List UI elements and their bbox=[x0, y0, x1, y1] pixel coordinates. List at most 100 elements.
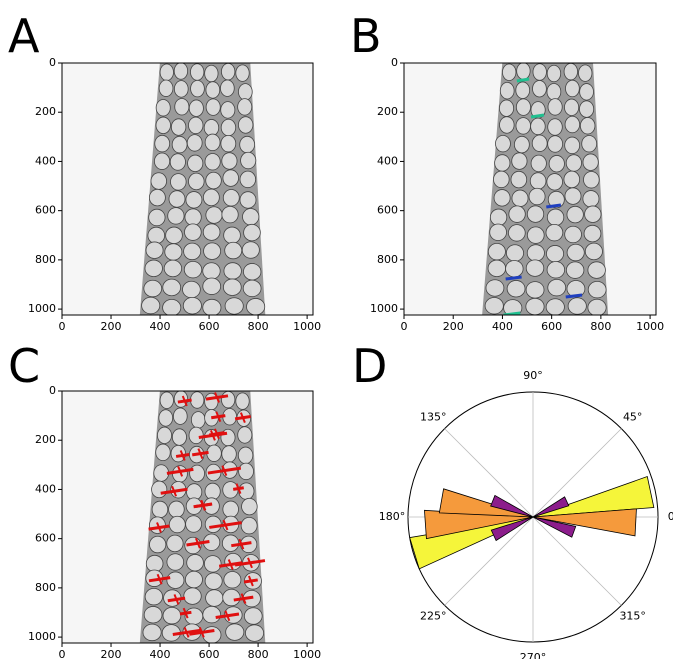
cell bbox=[185, 515, 203, 533]
cell bbox=[530, 154, 547, 173]
orientation-marker bbox=[156, 522, 162, 533]
cell bbox=[166, 553, 185, 571]
y-tick-label: 1000 bbox=[28, 302, 56, 315]
cell bbox=[489, 223, 507, 241]
cell bbox=[224, 552, 242, 571]
cell bbox=[547, 118, 563, 136]
angle-grid-line bbox=[444, 516, 534, 606]
cell bbox=[143, 606, 163, 624]
cell bbox=[164, 243, 183, 261]
cell bbox=[222, 588, 241, 607]
cell bbox=[202, 262, 221, 280]
cell bbox=[515, 98, 531, 116]
cell bbox=[202, 188, 220, 207]
cell bbox=[579, 83, 594, 101]
segment bbox=[565, 293, 583, 299]
micrograph bbox=[62, 63, 313, 315]
cell bbox=[237, 116, 254, 134]
cell bbox=[243, 223, 261, 242]
cell bbox=[184, 223, 202, 241]
x-tick-label: 1000 bbox=[293, 648, 321, 659]
orientation-marker bbox=[183, 627, 190, 638]
cell bbox=[221, 534, 240, 552]
y-tick-label: 600 bbox=[35, 532, 56, 545]
x-tick-label: 800 bbox=[248, 648, 269, 659]
cell bbox=[499, 116, 515, 134]
cell bbox=[168, 515, 186, 534]
axes-frame bbox=[61, 390, 314, 644]
cell bbox=[220, 101, 236, 119]
cell bbox=[566, 243, 585, 262]
cell bbox=[155, 116, 171, 135]
cell bbox=[564, 136, 581, 155]
cell bbox=[240, 516, 258, 535]
y-tick-label: 200 bbox=[35, 105, 56, 118]
cell bbox=[584, 242, 603, 261]
cell bbox=[142, 623, 162, 642]
cell bbox=[546, 208, 565, 227]
cell bbox=[145, 241, 164, 259]
cell bbox=[526, 205, 545, 223]
cell bbox=[510, 170, 528, 189]
rose-bar bbox=[532, 508, 637, 537]
orientation-marker bbox=[222, 519, 229, 531]
cell bbox=[224, 241, 243, 260]
cell bbox=[148, 208, 166, 227]
cell bbox=[221, 445, 237, 463]
cell bbox=[172, 407, 188, 425]
angle-grid-line bbox=[532, 516, 622, 606]
cell bbox=[546, 83, 562, 101]
cell bbox=[162, 606, 182, 625]
segment bbox=[516, 77, 530, 83]
cell bbox=[587, 298, 607, 315]
cell bbox=[168, 190, 186, 208]
x-tick-label: 0 bbox=[401, 320, 408, 333]
cell bbox=[170, 118, 187, 136]
cell bbox=[222, 169, 239, 187]
panel-letter: C bbox=[8, 339, 40, 393]
cell bbox=[546, 261, 566, 279]
x-tick-label: 600 bbox=[199, 648, 220, 659]
cell bbox=[204, 133, 221, 152]
cell bbox=[499, 99, 515, 117]
segment bbox=[505, 275, 522, 281]
cell bbox=[203, 242, 222, 260]
cell bbox=[241, 497, 258, 516]
x-tick-label: 200 bbox=[101, 648, 122, 659]
y-tick-label: 600 bbox=[35, 204, 56, 217]
panel-letter: B bbox=[350, 9, 382, 63]
x-tick-label: 800 bbox=[590, 320, 611, 333]
cell bbox=[190, 391, 205, 409]
cell bbox=[546, 245, 565, 263]
cell bbox=[508, 224, 526, 242]
cell bbox=[587, 261, 606, 279]
cell bbox=[525, 259, 545, 277]
orientation-marker bbox=[179, 450, 186, 461]
orientation-marker bbox=[227, 559, 234, 570]
cell bbox=[237, 98, 253, 116]
cell bbox=[546, 64, 562, 83]
cell bbox=[158, 409, 174, 427]
cell bbox=[246, 298, 266, 315]
cell bbox=[169, 153, 186, 171]
cell bbox=[204, 515, 222, 534]
cell bbox=[532, 63, 547, 81]
cell bbox=[205, 206, 223, 224]
y-tick-label: 200 bbox=[377, 105, 398, 118]
cell bbox=[168, 500, 185, 519]
orientation-marker bbox=[239, 412, 246, 424]
cell bbox=[225, 623, 245, 641]
cell bbox=[526, 226, 545, 244]
cell bbox=[494, 154, 511, 172]
angle-tick-label: 135° bbox=[420, 410, 447, 423]
cell bbox=[513, 135, 530, 154]
cell bbox=[563, 63, 578, 81]
y-tick-label: 1000 bbox=[28, 630, 56, 643]
cell bbox=[563, 170, 581, 189]
rose-bar bbox=[532, 496, 570, 518]
cell bbox=[144, 259, 163, 278]
cell bbox=[166, 534, 184, 553]
rose-bar bbox=[490, 494, 534, 518]
orientation-marker bbox=[197, 448, 204, 460]
